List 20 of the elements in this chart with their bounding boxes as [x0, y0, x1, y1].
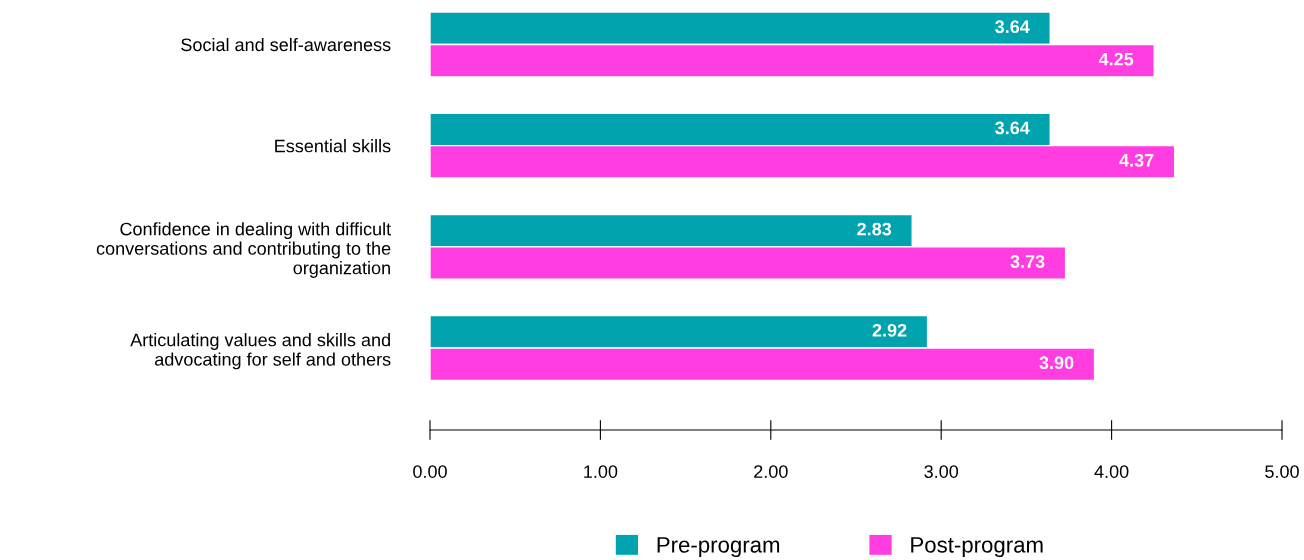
y-tick-label: Articulating values and skills and advocating for self and others	[130, 333, 391, 370]
x-tick-label: 2.00	[754, 465, 788, 478]
data-label: 4.37	[1119, 153, 1154, 167]
y-tick-label: Confidence in dealing with difficult conversations and contributing to the organization	[96, 222, 391, 278]
y-tick-label: Essential skills	[275, 139, 391, 153]
legend-label: Pre-program	[657, 537, 780, 558]
x-tick-label: 5.00	[1265, 465, 1299, 478]
x-tick-label: 1.00	[584, 465, 618, 478]
x-tick-label: 3.00	[924, 465, 959, 478]
x-tick-label: 4.00	[1094, 465, 1129, 478]
data-label: 3.64	[995, 121, 1030, 135]
data-label: 4.25	[1098, 52, 1134, 66]
data-label: 2.83	[857, 222, 892, 236]
x-tick-label: 0.00	[413, 465, 447, 478]
data-label: 2.92	[872, 323, 907, 337]
legend-label: Post-program	[911, 537, 1043, 558]
data-label: 3.90	[1039, 356, 1074, 370]
data-label: 3.73	[1010, 255, 1045, 268]
data-label: 3.64	[995, 20, 1030, 34]
y-tick-label: Social and self-awareness	[181, 37, 391, 52]
